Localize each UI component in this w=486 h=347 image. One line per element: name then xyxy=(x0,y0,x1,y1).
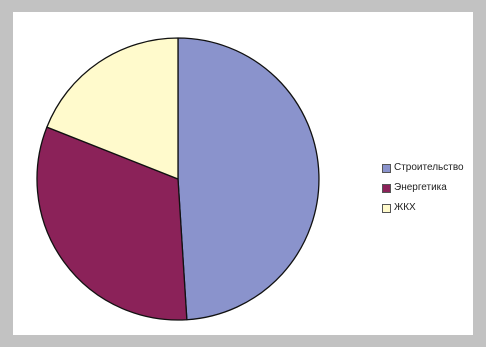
pie-chart xyxy=(36,37,320,321)
legend: Строительство Энергетика ЖКХ xyxy=(382,158,472,218)
legend-swatch-construction xyxy=(382,163,391,173)
legend-label-construction: Строительство xyxy=(394,162,464,173)
legend-item-construction: Строительство xyxy=(382,158,472,178)
pie-slice-housing xyxy=(46,37,179,180)
legend-label-energy: Энергетика xyxy=(394,182,447,193)
legend-item-housing: ЖКХ xyxy=(382,198,472,218)
pie-slice-construction xyxy=(177,37,320,321)
pie-slice-energy xyxy=(36,126,188,321)
legend-swatch-housing xyxy=(382,203,391,213)
chart-panel: Строительство Энергетика ЖКХ xyxy=(13,12,473,335)
legend-item-energy: Энергетика xyxy=(382,178,472,198)
legend-swatch-energy xyxy=(382,183,391,193)
legend-label-housing: ЖКХ xyxy=(394,202,416,213)
